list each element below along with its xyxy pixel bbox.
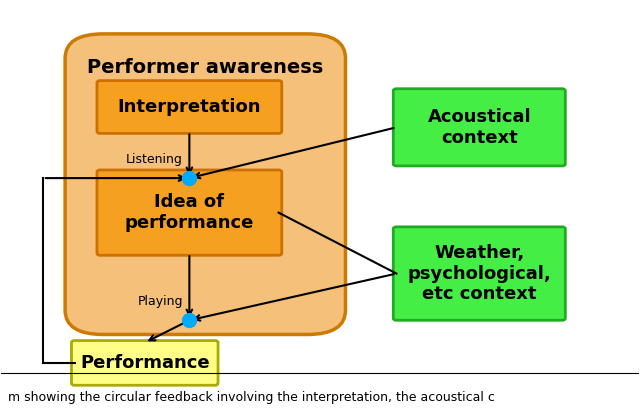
Text: Interpretation: Interpretation xyxy=(118,98,261,116)
Text: Performance: Performance xyxy=(80,354,209,372)
FancyBboxPatch shape xyxy=(65,34,346,335)
Text: Listening: Listening xyxy=(126,153,183,166)
FancyBboxPatch shape xyxy=(97,170,282,255)
FancyBboxPatch shape xyxy=(394,227,565,320)
Text: Acoustical
context: Acoustical context xyxy=(428,108,531,147)
Text: Playing: Playing xyxy=(138,295,183,308)
Text: m showing the circular feedback involving the interpretation, the acoustical c: m showing the circular feedback involvin… xyxy=(8,391,495,404)
FancyBboxPatch shape xyxy=(394,89,565,166)
FancyBboxPatch shape xyxy=(72,341,218,385)
FancyBboxPatch shape xyxy=(97,81,282,133)
Text: Idea of
performance: Idea of performance xyxy=(125,193,254,232)
Text: Performer awareness: Performer awareness xyxy=(87,58,323,77)
Text: Weather,
psychological,
etc context: Weather, psychological, etc context xyxy=(408,244,551,303)
